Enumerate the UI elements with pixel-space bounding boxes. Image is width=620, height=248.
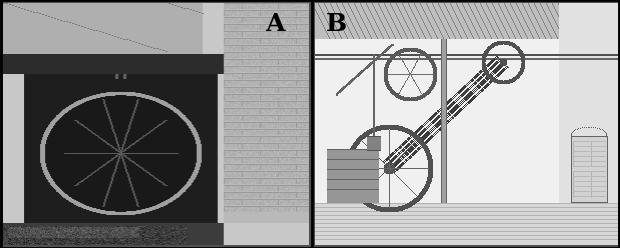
Text: A: A bbox=[265, 12, 284, 36]
Text: B: B bbox=[326, 12, 347, 36]
